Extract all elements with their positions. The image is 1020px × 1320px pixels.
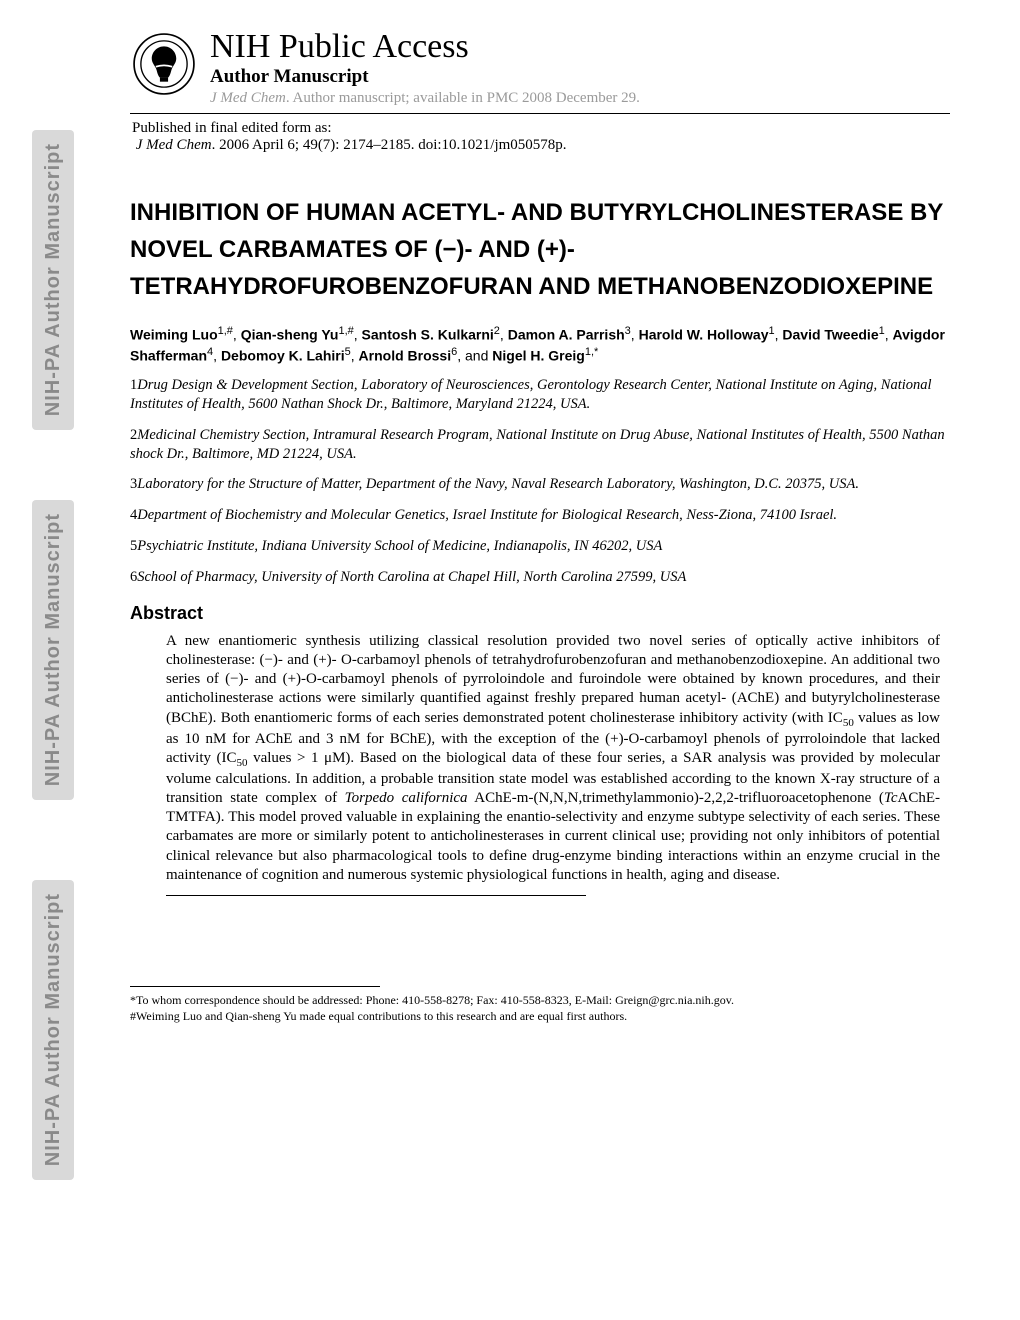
abstract-italic: Tc xyxy=(884,790,898,806)
affil-text: Department of Biochemistry and Molecular… xyxy=(137,507,837,523)
article-title: INHIBITION OF HUMAN ACETYL- AND BUTYRYLC… xyxy=(130,194,950,306)
sub50: 50 xyxy=(237,757,248,769)
affil-text: Laboratory for the Structure of Matter, … xyxy=(137,476,859,492)
journal-name: J Med Chem xyxy=(136,137,212,153)
author: Arnold Brossi xyxy=(359,347,452,363)
nih-title: NIH Public Access xyxy=(210,30,950,64)
abstract-text: AChE-m-(N,N,N,trimethylammonio)-2,2,2-tr… xyxy=(468,790,884,806)
header-row: NIH Public Access Author Manuscript J Me… xyxy=(130,30,950,107)
citation-text: . 2006 April 6; 49(7): 2174–2185. doi:10… xyxy=(212,137,567,153)
watermark-2: NIH-PA Author Manuscript xyxy=(32,500,74,800)
author-sup: 1 xyxy=(879,325,885,337)
affiliation: 6School of Pharmacy, University of North… xyxy=(130,568,950,587)
author: Debomoy K. Lahiri xyxy=(221,347,345,363)
affiliation: 5Psychiatric Institute, Indiana Universi… xyxy=(130,537,950,556)
published-form: Published in final edited form as: J Med… xyxy=(132,120,950,154)
affiliation: 2Medicinal Chemistry Section, Intramural… xyxy=(130,426,950,464)
author-sup: 1,# xyxy=(218,325,233,337)
abstract-text: A new enantiomeric synthesis utilizing c… xyxy=(166,633,940,726)
author-sup: 5 xyxy=(345,346,351,358)
footnote-separator xyxy=(130,986,380,987)
author: Damon A. Parrish xyxy=(508,326,625,342)
journal-name: J Med Chem xyxy=(210,90,286,106)
author-list: Weiming Luo1,#, Qian-sheng Yu1,#, Santos… xyxy=(130,324,950,367)
avail-text: . Author manuscript; available in PMC 20… xyxy=(286,90,640,106)
author: David Tweedie xyxy=(782,326,878,342)
affil-text: Medicinal Chemistry Section, Intramural … xyxy=(130,427,945,462)
header-text: NIH Public Access Author Manuscript J Me… xyxy=(210,30,950,107)
watermark-3: NIH-PA Author Manuscript xyxy=(32,880,74,1180)
author-sup: 3 xyxy=(625,325,631,337)
watermark-text: NIH-PA Author Manuscript xyxy=(42,513,65,786)
author-sup: 1,* xyxy=(585,346,598,358)
author: Qian-sheng Yu xyxy=(241,326,339,342)
affil-text: Psychiatric Institute, Indiana Universit… xyxy=(137,538,662,554)
author-sup: 2 xyxy=(494,325,500,337)
abstract-heading: Abstract xyxy=(130,603,950,624)
watermark-text: NIH-PA Author Manuscript xyxy=(42,893,65,1166)
footnote: *To whom correspondence should be addres… xyxy=(130,993,950,1009)
author-sup: 4 xyxy=(207,346,213,358)
author: Weiming Luo xyxy=(130,326,218,342)
affiliation: 3Laboratory for the Structure of Matter,… xyxy=(130,475,950,494)
author-sup: 1,# xyxy=(338,325,353,337)
abstract-italic: Torpedo californica xyxy=(345,790,468,806)
author: Nigel H. Greig xyxy=(492,347,585,363)
availability-line: J Med Chem. Author manuscript; available… xyxy=(210,90,950,107)
and: , and xyxy=(457,347,488,363)
nih-subtitle: Author Manuscript xyxy=(210,66,950,88)
footnote: #Weiming Luo and Qian-sheng Yu made equa… xyxy=(130,1009,950,1025)
author-sup: 1 xyxy=(768,325,774,337)
page-container: NIH Public Access Author Manuscript J Me… xyxy=(0,0,1020,1064)
author: Harold W. Holloway xyxy=(639,326,769,342)
abstract-body: A new enantiomeric synthesis utilizing c… xyxy=(166,632,940,885)
affil-text: Drug Design & Development Section, Labor… xyxy=(130,377,932,412)
watermark-text: NIH-PA Author Manuscript xyxy=(42,143,65,416)
sub50: 50 xyxy=(843,717,854,729)
abstract-end-rule xyxy=(166,895,586,896)
nih-logo xyxy=(130,30,198,98)
affiliation: 4Department of Biochemistry and Molecula… xyxy=(130,506,950,525)
watermark-1: NIH-PA Author Manuscript xyxy=(32,130,74,430)
pubform-citation: J Med Chem. 2006 April 6; 49(7): 2174–21… xyxy=(132,137,950,154)
pubform-line1: Published in final edited form as: xyxy=(132,120,950,137)
affil-text: School of Pharmacy, University of North … xyxy=(137,569,686,585)
author: Santosh S. Kulkarni xyxy=(362,326,494,342)
divider xyxy=(130,113,950,114)
affiliation: 1Drug Design & Development Section, Labo… xyxy=(130,376,950,414)
